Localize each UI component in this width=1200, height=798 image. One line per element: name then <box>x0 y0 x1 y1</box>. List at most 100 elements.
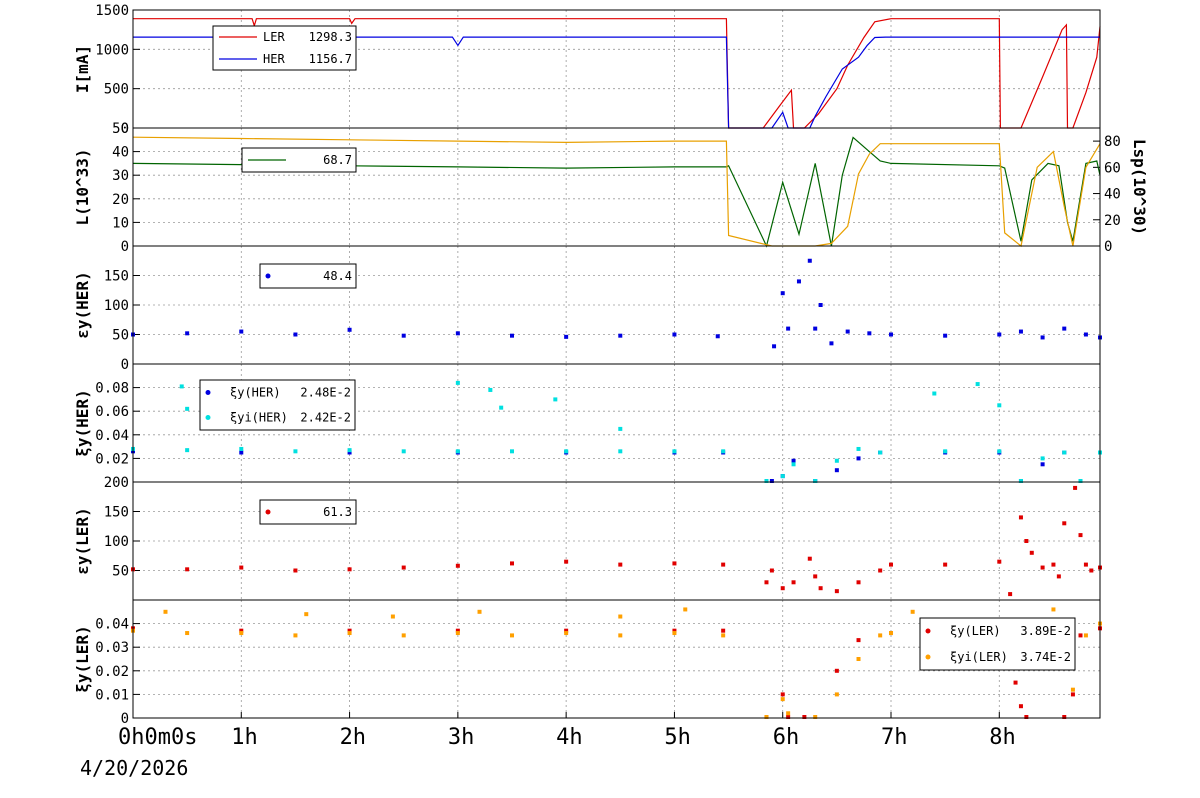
legend-box <box>199 379 356 431</box>
data-point <box>455 631 460 636</box>
data-point <box>1024 539 1029 543</box>
data-point <box>618 633 623 638</box>
series-line-LER <box>133 18 1101 129</box>
y-tick-label: 0 <box>121 357 129 373</box>
data-point <box>813 574 818 579</box>
x-tick-label: 7h <box>881 725 908 750</box>
data-point <box>856 446 861 451</box>
data-point <box>401 333 406 338</box>
data-point <box>889 332 894 337</box>
data-point <box>347 448 352 453</box>
data-point <box>239 446 244 451</box>
legend-marker <box>925 628 931 634</box>
data-point <box>769 568 774 573</box>
data-point <box>786 326 791 331</box>
x-tick-label: 4h <box>556 725 583 750</box>
data-point <box>910 609 915 614</box>
panel-4: 50 100 150 200 εy(LER) 61.3 <box>73 475 1102 601</box>
x-tick-label: 0h0m0s <box>118 725 197 750</box>
data-point <box>997 449 1002 454</box>
y-tick-label: 50 <box>112 564 129 580</box>
data-point <box>834 589 839 594</box>
data-point <box>401 449 406 454</box>
y-tick-label: 50 <box>112 121 129 137</box>
data-point <box>764 715 769 719</box>
data-point <box>856 657 861 661</box>
legend-label: ξy(HER) <box>230 386 281 400</box>
legend-value: 68.7 <box>323 153 352 167</box>
legend-box <box>259 499 357 525</box>
series-line-L <box>132 136 1101 248</box>
data-point <box>1040 335 1045 340</box>
y-tick-label: 20 <box>112 192 129 208</box>
y-tick-label: 40 <box>112 145 129 161</box>
data-point <box>1040 462 1045 467</box>
data-point <box>185 331 190 336</box>
legend-marker <box>265 273 271 279</box>
data-point <box>564 449 569 454</box>
x-tick-label: 1h <box>231 725 258 750</box>
data-point <box>401 565 406 570</box>
legend: 68.7 <box>241 147 357 173</box>
data-point <box>477 609 482 614</box>
data-point <box>618 426 623 431</box>
data-point <box>878 568 883 573</box>
legend-box <box>212 25 357 71</box>
y2-axis-label: Lsp(10^30) <box>1130 139 1149 235</box>
y-axis-label: ξy(LER) <box>73 625 92 692</box>
data-point <box>1062 326 1067 331</box>
data-point <box>889 562 894 567</box>
data-point <box>975 382 980 387</box>
data-point <box>1062 715 1067 719</box>
data-point <box>1062 521 1067 526</box>
data-point <box>455 331 460 336</box>
y2-tick-label: 0 <box>1104 239 1112 255</box>
legend-value: 2.48E-2 <box>300 386 351 400</box>
data-point <box>564 631 569 636</box>
y-tick-label: 1000 <box>95 42 129 58</box>
data-point <box>786 715 791 719</box>
data-point <box>488 387 493 392</box>
y-tick-label: 200 <box>104 475 129 491</box>
legend-value: 3.74E-2 <box>1020 650 1071 664</box>
data-point <box>455 449 460 454</box>
data-point <box>813 715 818 719</box>
data-point <box>163 609 168 614</box>
data-point <box>672 628 677 633</box>
data-point <box>239 450 244 455</box>
data-point <box>807 556 812 561</box>
data-point <box>618 333 623 338</box>
data-point <box>564 628 569 633</box>
y-tick-label: 0.02 <box>95 664 129 680</box>
data-point <box>455 563 460 568</box>
data-point <box>772 344 777 349</box>
data-point <box>1083 332 1088 337</box>
data-point <box>293 633 298 638</box>
date-label: 4/20/2026 <box>80 756 189 780</box>
data-point <box>764 580 769 585</box>
data-point <box>834 458 839 463</box>
data-point <box>834 468 839 473</box>
legend-marker <box>205 415 211 420</box>
legend-value: 3.89E-2 <box>1020 624 1071 638</box>
data-point <box>553 397 558 402</box>
data-point <box>1018 704 1023 709</box>
data-point <box>1073 485 1078 490</box>
data-point <box>829 341 834 346</box>
legend-value: 1156.7 <box>309 52 352 66</box>
y2-tick-label: 40 <box>1104 187 1121 203</box>
y-tick-label: 0.04 <box>95 428 129 444</box>
data-point <box>1018 479 1023 483</box>
y-axis-label: L(10^33) <box>73 148 92 225</box>
data-point <box>715 334 720 339</box>
y-tick-label: 0.01 <box>95 687 129 703</box>
y2-tick-label: 20 <box>1104 213 1121 229</box>
data-point <box>293 568 298 573</box>
data-point <box>401 633 406 638</box>
x-tick-label: 3h <box>448 725 475 750</box>
data-point <box>1024 715 1029 719</box>
data-point <box>1070 692 1075 697</box>
data-point <box>786 711 791 716</box>
